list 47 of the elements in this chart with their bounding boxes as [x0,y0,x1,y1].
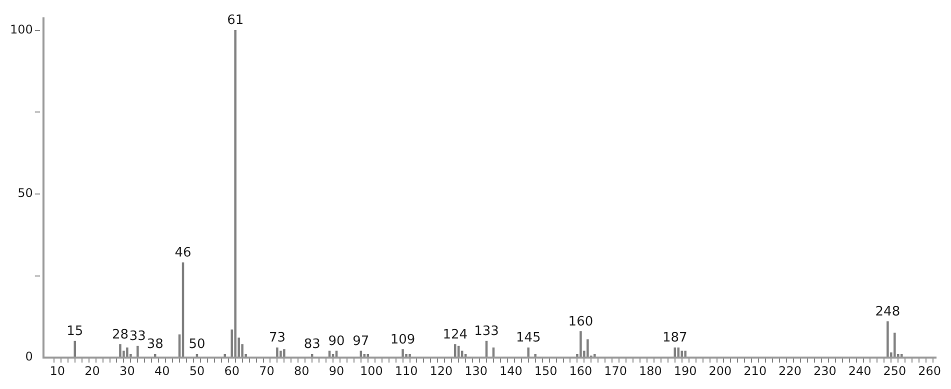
annotation: 61 [227,13,244,28]
y-tick-label: 0 [25,350,33,364]
x-tick-label: 30 [120,364,135,378]
annotation: 133 [474,324,499,340]
x-tick-label: 200 [708,364,732,378]
annotation: 109 [390,332,416,348]
x-tick-label: 240 [848,364,872,378]
annotation: 33 [129,329,146,344]
x-tick-label: 190 [674,364,697,378]
annotation: 38 [146,337,164,352]
annotation: 160 [568,314,594,330]
x-tick-label: 130 [464,364,488,378]
x-tick-label: 60 [224,364,240,378]
annotation: 124 [442,327,468,342]
annotation: 97 [352,334,370,349]
annotation: 15 [66,324,84,340]
x-tick-label: 250 [883,364,906,378]
x-tick-label: 150 [534,364,558,378]
annotation: 145 [516,330,541,346]
annotation: 83 [304,337,320,352]
y-tick-label: 50 [18,186,33,200]
annotation: 248 [875,304,900,320]
x-tick-label: 40 [154,364,170,378]
x-tick-label: 120 [430,364,453,378]
x-tick-label: 210 [744,364,767,378]
x-tick-label: 20 [84,364,100,378]
annotation: 73 [268,330,286,346]
annotation: 46 [174,246,192,261]
x-tick-label: 90 [328,364,344,378]
annotation: 28 [112,327,128,342]
x-tick-label: 70 [259,364,274,378]
annotation: 187 [662,330,688,346]
x-tick-label: 10 [50,364,66,378]
y-tick-label: 100 [10,22,33,36]
x-tick-label: 80 [294,364,310,378]
x-tick-label: 180 [639,364,662,378]
x-tick-label: 230 [813,364,836,378]
x-tick-label: 260 [918,364,941,378]
x-tick-label: 100 [360,364,383,378]
x-tick-label: 140 [499,364,522,378]
x-tick-label: 220 [778,364,802,378]
x-tick-label: 160 [569,364,592,378]
x-tick-label: 50 [189,364,205,378]
annotation: 50 [188,337,206,352]
x-tick-label: 170 [604,364,628,378]
x-tick-label: 110 [394,364,418,378]
annotation: 90 [328,334,345,349]
